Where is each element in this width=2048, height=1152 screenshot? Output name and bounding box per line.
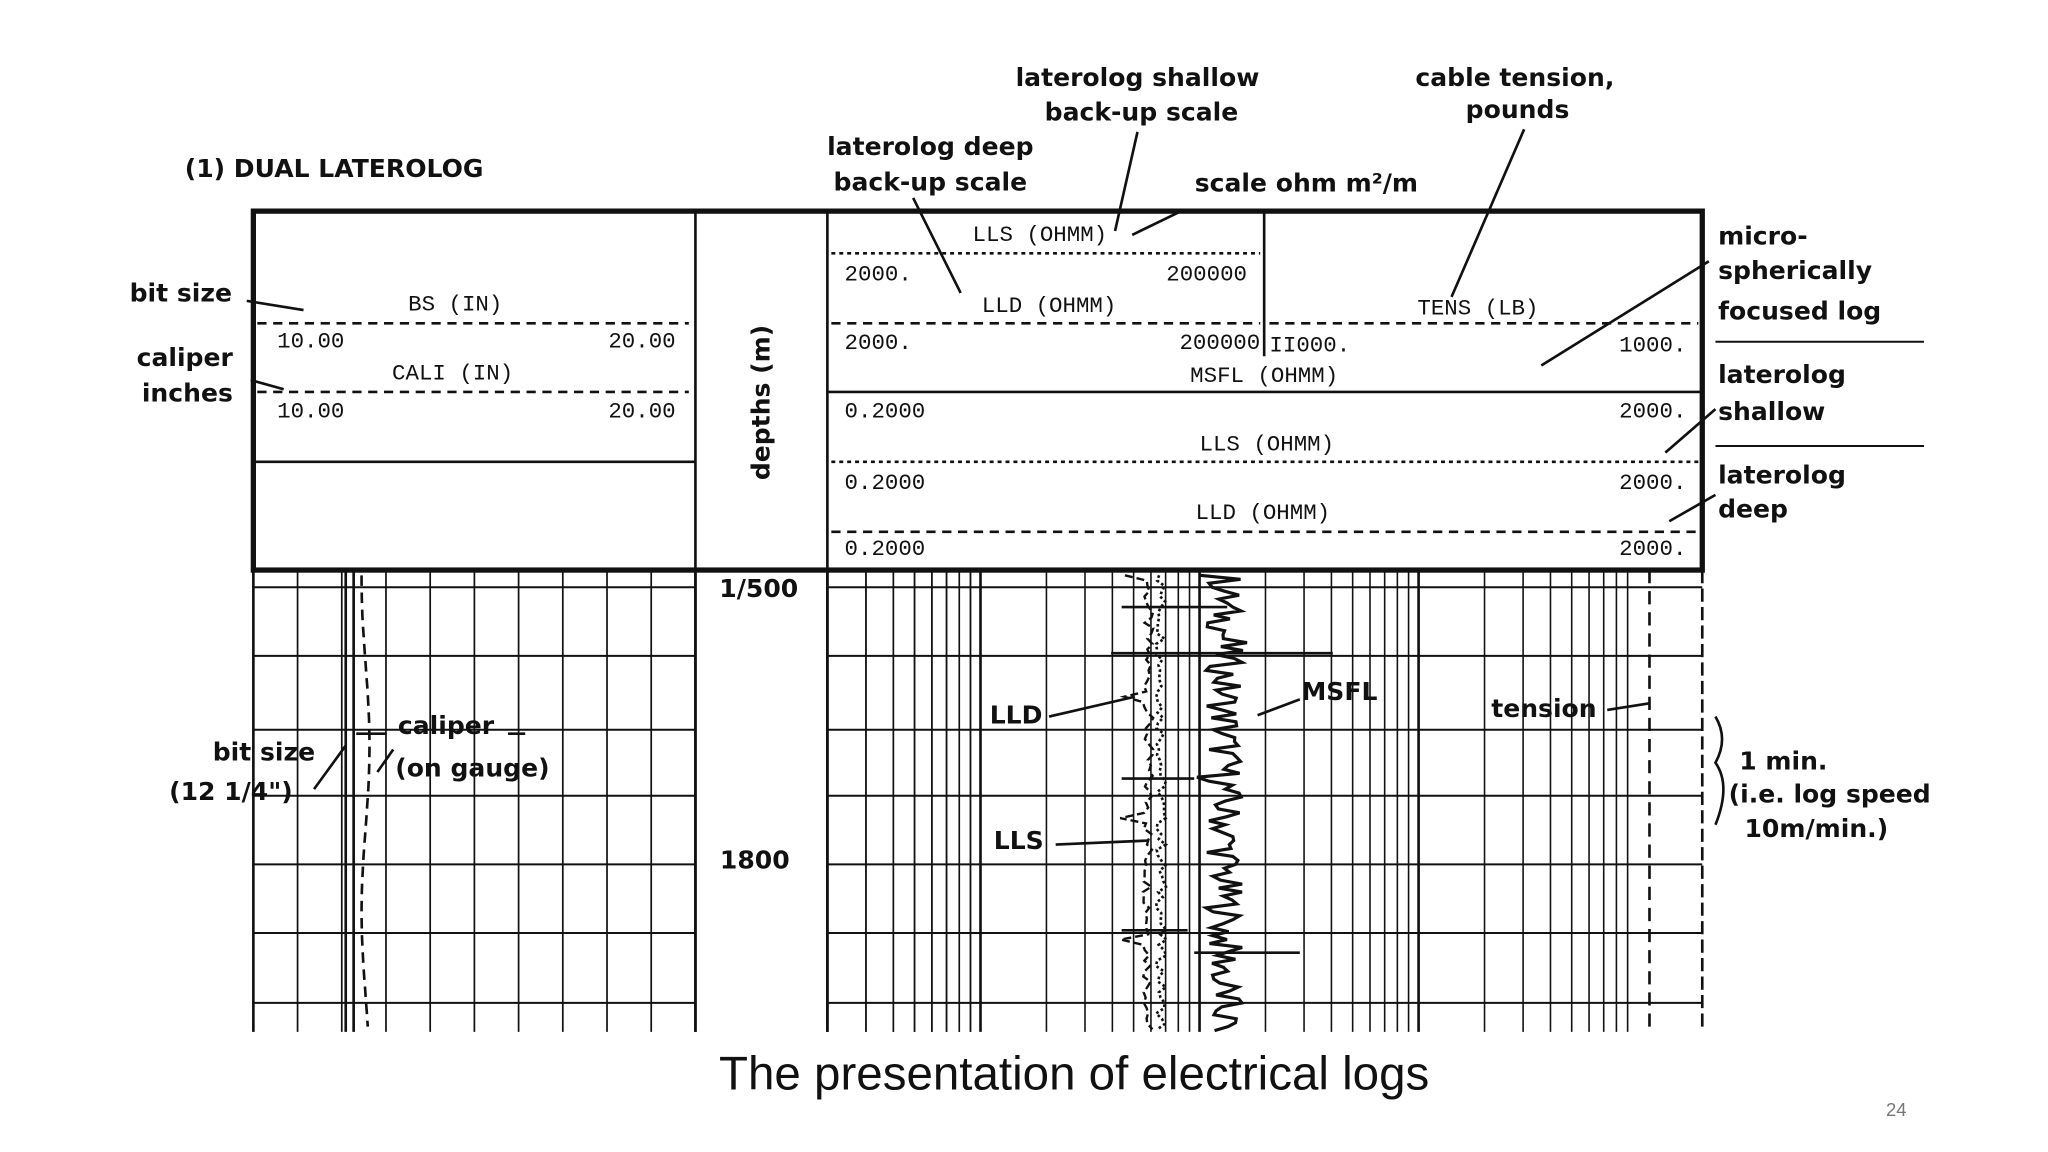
scale-max: 2000. — [1619, 399, 1686, 425]
scale-min: 0.2000 — [845, 399, 926, 425]
annotation: LLD — [990, 701, 1043, 730]
annotation: inches — [142, 379, 233, 408]
pointer — [1055, 839, 1149, 846]
annotation: tension — [1491, 694, 1596, 723]
log-grid — [252, 570, 1704, 1033]
annotation: laterolog shallow — [1016, 63, 1260, 92]
scale-min: 2000. — [845, 261, 912, 287]
pointer — [1257, 698, 1301, 717]
annotation: back-up scale — [1045, 97, 1239, 126]
scale-min: 2000. — [845, 330, 912, 356]
pointer — [1540, 260, 1710, 367]
annotation: bit size — [130, 278, 232, 307]
annotation: caliper — [137, 343, 234, 372]
annotation: MSFL — [1301, 677, 1377, 706]
annotation: cable tension, — [1415, 63, 1614, 92]
page-number: 24 — [1886, 1099, 1907, 1120]
annotation: focused log — [1718, 297, 1881, 326]
annotation: (i.e. log speed — [1729, 780, 1931, 809]
curve-name: MSFL (OHMM) — [1190, 363, 1338, 389]
annotation: shallow — [1718, 397, 1825, 426]
annotation: 10m/min.) — [1744, 814, 1888, 843]
annotation: laterolog deep — [827, 132, 1033, 161]
scale-max: 200000 — [1166, 261, 1247, 287]
curve — [1119, 574, 1155, 1031]
pointer — [911, 197, 962, 294]
scale-max: 200000 — [1179, 330, 1260, 356]
title: (1) DUAL LATEROLOG — [185, 154, 484, 183]
brace — [1713, 715, 1725, 826]
scale-min: 0.2000 — [845, 470, 926, 496]
pointer — [376, 748, 395, 773]
scale-max: 20.00 — [608, 329, 675, 355]
annotation: caliper — [398, 711, 495, 740]
pointer — [1131, 209, 1182, 237]
scale-min: 0.2000 — [845, 536, 926, 562]
annotation: (on gauge) — [395, 753, 549, 782]
pointer — [1048, 695, 1136, 718]
annotation: bit size — [213, 737, 315, 766]
scale-max: 20.00 — [608, 399, 675, 425]
curve-name: CALI (IN) — [392, 360, 513, 386]
annotation: 1 min. — [1739, 747, 1827, 776]
curve-name: BS (IN) — [408, 292, 502, 318]
annotation: laterolog — [1718, 360, 1846, 389]
pointer — [246, 299, 304, 312]
caption: The presentation of electrical logs — [719, 1047, 1429, 1100]
pointers — [246, 128, 1725, 846]
annotation: pounds — [1466, 95, 1570, 124]
pointer — [1450, 128, 1526, 298]
pointer — [1607, 702, 1650, 712]
annotation: (12 1/4") — [169, 777, 293, 806]
annotation: scale ohm m²/m — [1195, 169, 1418, 198]
curve-name: LLS (OHMM) — [1200, 432, 1335, 458]
curve-name: LLS (OHMM) — [973, 222, 1108, 248]
annotation: spherically — [1718, 256, 1872, 285]
curve-name: LLD (OHMM) — [1196, 500, 1331, 526]
curve — [1153, 574, 1169, 1031]
pointer — [250, 378, 285, 391]
scale-min: 10.00 — [277, 329, 344, 355]
depth-label: depths (m) — [747, 325, 776, 480]
pointer — [1664, 408, 1717, 454]
depth-scale: 1/500 — [719, 574, 798, 603]
scale-max: 2000. — [1619, 470, 1686, 496]
scale-max: 2000. — [1619, 536, 1686, 562]
annotation: LLS — [994, 826, 1044, 855]
curve — [360, 575, 371, 1027]
annotation: micro- — [1718, 222, 1808, 251]
scale-min: 10.00 — [277, 399, 344, 425]
annotation: deep — [1718, 495, 1788, 524]
pointer — [1113, 131, 1139, 232]
curve — [1196, 573, 1248, 1033]
header-box — [250, 208, 1705, 573]
annotation: laterolog — [1718, 460, 1846, 489]
annotation: back-up scale — [834, 167, 1028, 196]
scale-min: II000. — [1269, 333, 1350, 359]
curve-name: LLD (OHMM) — [982, 293, 1117, 319]
scale-max: 1000. — [1619, 333, 1686, 359]
pointer — [1668, 493, 1717, 523]
pointer — [312, 744, 347, 790]
curve-name: TENS (LB) — [1417, 296, 1538, 322]
depth-marker: 1800 — [720, 846, 790, 875]
